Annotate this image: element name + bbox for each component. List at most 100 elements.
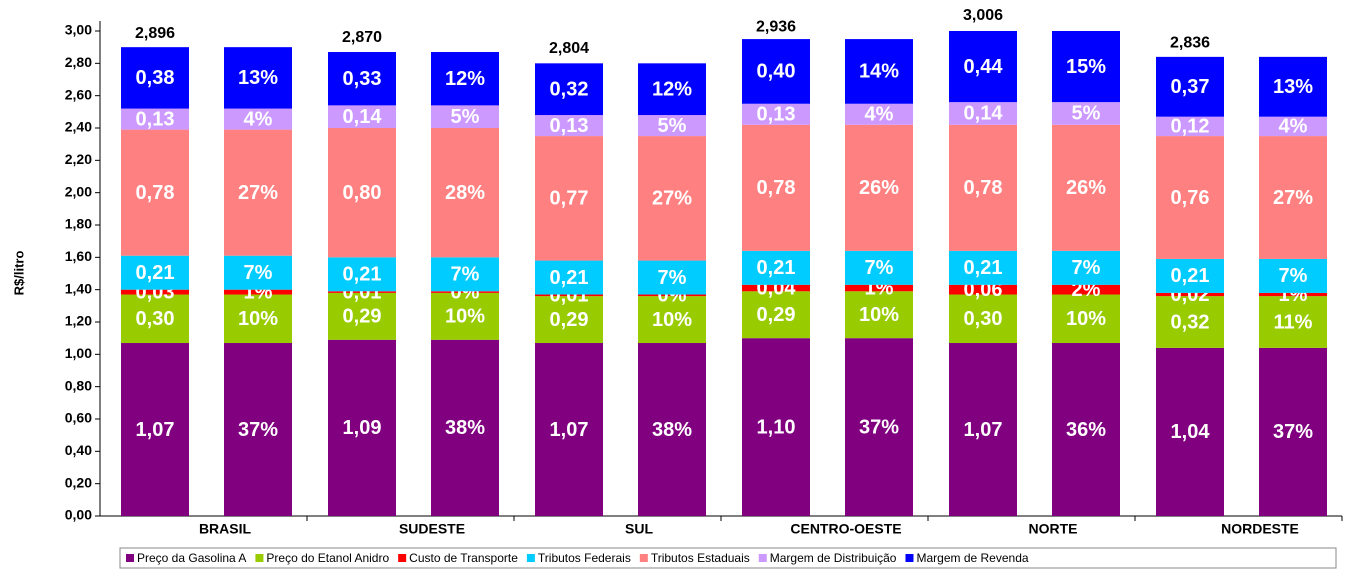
bar-segment xyxy=(949,250,1017,285)
percent-label: 10% xyxy=(652,309,692,331)
share-bar-segment xyxy=(638,296,706,344)
bar-segment xyxy=(535,136,603,261)
share-bar-segment xyxy=(224,108,292,130)
bar-segment xyxy=(949,31,1017,103)
percent-label: 12% xyxy=(652,78,692,100)
value-label: 0,33 xyxy=(343,68,382,90)
share-bar-segment xyxy=(1259,116,1327,137)
bar-segment xyxy=(535,294,603,297)
value-label: 0,29 xyxy=(343,306,382,328)
percent-label: 26% xyxy=(1066,177,1106,199)
bar-segment xyxy=(121,129,189,256)
value-label: 0,30 xyxy=(964,308,1003,330)
y-tick-label: 3,00 xyxy=(65,22,92,38)
share-bar-segment xyxy=(224,255,292,290)
bar-segment xyxy=(328,291,396,293)
value-label: 0,21 xyxy=(550,267,589,289)
share-bar-segment xyxy=(845,284,913,292)
bar-segment xyxy=(742,291,810,339)
percent-label: 7% xyxy=(451,264,480,286)
percent-label: 10% xyxy=(238,308,278,330)
y-axis-title: R$/litro xyxy=(11,251,26,296)
share-bar-segment xyxy=(845,250,913,285)
value-label: 0,76 xyxy=(1171,187,1210,209)
bar-segment xyxy=(742,39,810,104)
total-label: 2,804 xyxy=(549,40,589,57)
value-label: 0,29 xyxy=(550,309,589,331)
bar-segment xyxy=(1156,258,1224,293)
percent-label: 27% xyxy=(652,188,692,210)
share-bar-segment xyxy=(1052,124,1120,251)
percent-label: 10% xyxy=(445,306,485,328)
percent-label: 15% xyxy=(1066,56,1106,78)
y-tick-label: 0,20 xyxy=(65,474,92,490)
percent-label: 27% xyxy=(238,182,278,204)
value-label: 1,09 xyxy=(343,417,382,439)
share-bar-segment xyxy=(845,103,913,125)
legend-label: Margem de Revenda xyxy=(916,551,1028,565)
legend-swatch xyxy=(905,554,914,562)
legend-swatch xyxy=(398,554,407,562)
bar-segment xyxy=(949,124,1017,251)
percent-label: 36% xyxy=(1066,419,1106,441)
legend-label: Custo de Transporte xyxy=(409,551,518,565)
share-bar-segment xyxy=(638,63,706,116)
percent-label: 28% xyxy=(445,182,485,204)
value-label: 0,80 xyxy=(343,182,382,204)
share-bar-segment xyxy=(845,39,913,104)
total-label: 2,936 xyxy=(756,19,796,36)
percent-label: 7% xyxy=(244,262,273,284)
share-bar-segment xyxy=(224,343,292,516)
bar-segment xyxy=(742,250,810,285)
value-label: 1,04 xyxy=(1171,421,1211,443)
percent-label: 27% xyxy=(1273,187,1313,209)
y-tick-label: 1,80 xyxy=(65,216,92,232)
value-label: 0,29 xyxy=(757,304,796,326)
percent-label: 37% xyxy=(238,419,278,441)
bar-segment xyxy=(742,124,810,251)
y-tick-label: 2,00 xyxy=(65,183,92,199)
share-bar-segment xyxy=(1259,292,1327,297)
bar-segment xyxy=(1156,347,1224,516)
bar-segment xyxy=(121,294,189,344)
y-tick-label: 1,40 xyxy=(65,280,92,296)
percent-label: 7% xyxy=(1072,257,1101,279)
total-label: 2,870 xyxy=(342,29,382,46)
percent-label: 4% xyxy=(865,104,894,126)
x-tick-label: NORTE xyxy=(1029,521,1078,537)
percent-label: 38% xyxy=(445,417,485,439)
value-label: 0,13 xyxy=(136,108,175,130)
total-label: 2,836 xyxy=(1170,35,1210,52)
share-bar-segment xyxy=(638,294,706,297)
value-label: 0,21 xyxy=(1171,265,1210,287)
share-bar-segment xyxy=(1052,102,1120,125)
percent-label: 7% xyxy=(1279,265,1308,287)
bar-segment xyxy=(535,63,603,116)
legend-swatch xyxy=(126,554,134,562)
bar-segment xyxy=(121,289,189,295)
value-label: 0,14 xyxy=(964,103,1004,125)
legend-label: Preço da Gasolina A xyxy=(137,551,246,565)
x-tick-label: SUL xyxy=(625,521,653,537)
percent-label: 4% xyxy=(1279,116,1308,138)
value-label: 0,12 xyxy=(1171,116,1210,138)
y-tick-label: 2,40 xyxy=(65,119,92,135)
percent-label: 5% xyxy=(658,115,687,137)
percent-label: 26% xyxy=(859,177,899,199)
value-label: 0,32 xyxy=(550,78,589,100)
legend-box xyxy=(119,547,1337,569)
value-label: 0,37 xyxy=(1171,76,1210,98)
share-bar-segment xyxy=(1052,294,1120,344)
percent-label: 10% xyxy=(859,304,899,326)
share-bar-segment xyxy=(1052,284,1120,295)
x-tick-label: SUDESTE xyxy=(399,521,465,537)
y-tick-label: 0,80 xyxy=(65,377,92,393)
share-bar-segment xyxy=(224,129,292,256)
value-label: 0,13 xyxy=(757,104,796,126)
bar-segment xyxy=(121,108,189,130)
bar-segment xyxy=(121,47,189,109)
y-tick-label: 2,80 xyxy=(65,54,92,70)
y-tick-label: 0,60 xyxy=(65,410,92,426)
legend-label: Tributos Federais xyxy=(538,551,631,565)
bar-segment xyxy=(742,284,810,292)
